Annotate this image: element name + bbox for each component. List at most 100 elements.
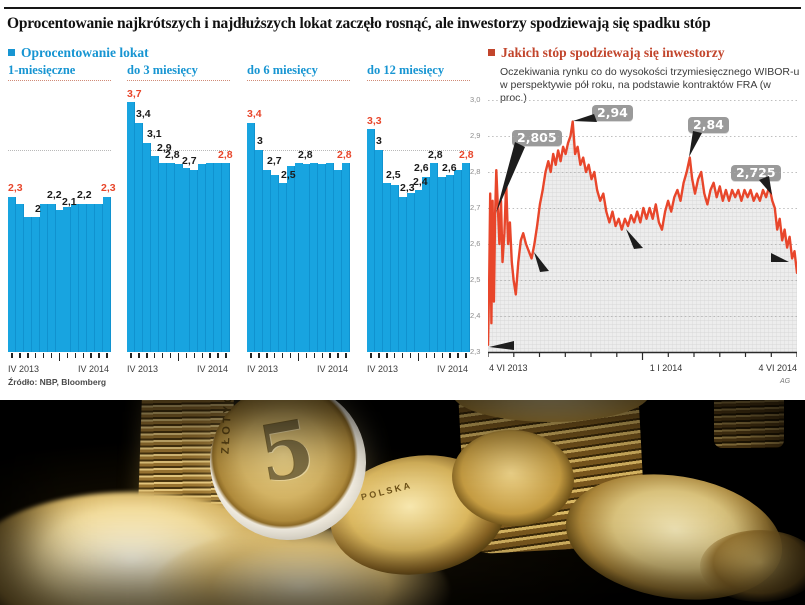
axis-tick	[225, 353, 227, 358]
deposit-bar	[310, 163, 319, 352]
bar-value-label: 2,5	[281, 168, 296, 181]
deposit-bar	[134, 122, 143, 352]
bar-value-label: 2,7	[182, 155, 197, 168]
bar-value-label: 3,4	[136, 108, 151, 120]
axis-tick	[321, 353, 323, 358]
axis-tick	[289, 353, 292, 358]
deposit-bar	[342, 163, 351, 352]
deposit-bar	[15, 203, 24, 352]
fra-plot-svg	[486, 100, 799, 360]
axis-label-end: IV 2014	[78, 364, 110, 374]
wibor-line	[486, 120, 799, 347]
axis-tick	[185, 353, 188, 358]
value-callout: 2,805	[512, 130, 562, 146]
axis-tick	[386, 353, 388, 358]
deposit-bar	[198, 164, 207, 352]
bar-value-label: 3,4	[247, 108, 262, 120]
axis-label-start: IV 2013	[247, 364, 279, 374]
deposit-bar	[8, 196, 17, 352]
axis-tick	[201, 353, 203, 358]
deposit-bar	[222, 163, 231, 352]
deposit-bar	[382, 183, 391, 352]
deposit-bar	[398, 196, 407, 352]
mini-chart-title-3m: do 3 miesięcy	[127, 63, 198, 77]
deposit-bar	[47, 203, 56, 352]
deposit-bar	[278, 183, 287, 352]
deposit-bar	[142, 142, 151, 352]
mini-chart-title-12m: do 12 miesięcy	[367, 63, 445, 77]
dotted-underline	[127, 80, 230, 81]
deposit-bar	[182, 168, 191, 352]
deposit-bar	[367, 129, 376, 352]
mini-chart-title-1m: 1-miesięczne	[8, 63, 76, 77]
axis-tick	[161, 353, 164, 358]
credit-initials: AG	[780, 378, 791, 385]
deposit-bar	[414, 190, 423, 352]
bar-value-label: 2,8	[165, 148, 180, 161]
deposit-bar	[87, 203, 96, 352]
axis-tick	[266, 353, 268, 358]
y-axis-label: 2,6	[470, 239, 481, 248]
bar-value-label: 2,4	[413, 175, 428, 188]
axis-tick	[98, 353, 100, 358]
mini-chart-title-6m: do 6 miesięcy	[247, 63, 318, 77]
bar-value-label: 2,5	[386, 168, 401, 181]
axis-tick	[409, 353, 412, 358]
deposits-heading-label: Oprocentowanie lokat	[21, 44, 149, 60]
deposit-bar	[206, 163, 215, 352]
axis-tick	[457, 353, 459, 358]
gridline-3pct	[127, 150, 230, 151]
axis-tick	[177, 353, 180, 361]
deposit-bar	[254, 149, 263, 352]
deposit-bar	[190, 169, 199, 352]
bar-value-label: 2,3	[101, 182, 116, 195]
fra-x-label-end: 4 VI 2014	[758, 363, 797, 373]
dotted-underline	[8, 80, 111, 81]
deposit-bar	[446, 175, 455, 352]
bar-value-label: 3,1	[147, 128, 162, 141]
axis-tick	[281, 353, 284, 358]
coin-stack-far-right	[714, 400, 784, 448]
axis-tick	[313, 353, 316, 358]
bar-value-label: 2,8	[428, 148, 443, 161]
axis-tick	[209, 353, 211, 358]
value-callout: 2,94	[592, 105, 633, 121]
bar-value-label: 2,2	[77, 189, 92, 201]
axis-label-end: IV 2014	[317, 364, 349, 374]
deposit-bar	[294, 163, 303, 352]
axis-tick	[345, 353, 347, 358]
axis-tick	[465, 353, 467, 358]
axis-tick	[449, 353, 451, 358]
source-note: Źródło: NBP, Bloomberg	[8, 377, 107, 387]
coins-photo: POLSKA 5 ZŁOTYCH	[0, 400, 805, 605]
axis-tick	[146, 353, 148, 358]
expectations-section-heading: Jakich stóp spodziewają się inwestorzy	[488, 44, 725, 61]
axis-tick	[106, 353, 108, 358]
y-axis-label: 3,0	[470, 95, 481, 104]
deposit-bar	[270, 175, 279, 352]
deposit-bar	[422, 176, 431, 352]
bar-value-label: 2,3	[8, 182, 23, 195]
bar-value-label: 3	[257, 135, 263, 147]
deposit-bar	[31, 217, 40, 352]
deposit-bar	[247, 122, 256, 352]
blue-square-bullet-icon	[8, 49, 15, 57]
deposit-bar	[39, 203, 48, 352]
deposit-bar	[462, 163, 471, 352]
axis-tick	[34, 353, 37, 358]
y-axis-label: 2,8	[470, 167, 481, 176]
deposit-bar	[454, 169, 463, 352]
axis-tick	[337, 353, 339, 358]
area-fill	[488, 121, 797, 352]
bar-value-label: 2,2	[47, 189, 62, 201]
gridline-3pct	[247, 150, 350, 151]
deposit-bar	[95, 203, 104, 352]
coin-stack-right-top	[452, 400, 650, 422]
fra-x-label-mid: 1 I 2014	[649, 363, 683, 373]
deposit-bar	[71, 203, 80, 352]
expectations-subtitle-line1: Oczekiwania rynku co do wysokości trzymi…	[500, 66, 800, 78]
bar-value-label: 2,8	[459, 148, 474, 161]
axis-tick	[19, 353, 21, 358]
bar-value-label: 2,8	[298, 148, 313, 161]
axis-label-start: IV 2013	[8, 364, 40, 374]
